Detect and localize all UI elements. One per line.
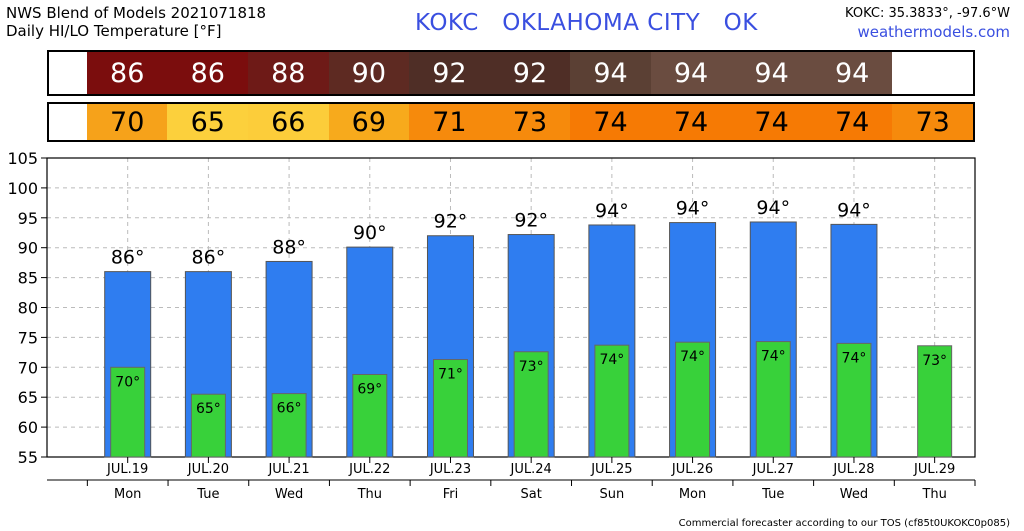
lo-bar: [271, 393, 307, 458]
x-day-label: Wed: [275, 487, 303, 500]
temperature-bar-chart: 55 60 65 70 75 80 85 90 95 100 105 86° 70° 86° 65° 88° 6…: [7, 150, 976, 500]
lo-bar: [110, 366, 146, 458]
lo-cell: 74: [731, 104, 812, 140]
lo-cell: 74: [811, 104, 893, 140]
x-date-label: JUL.24: [510, 462, 552, 477]
lo-bar: [917, 345, 953, 458]
hi-cell: 86: [167, 52, 249, 94]
y-tick-label: 65: [18, 388, 38, 407]
x-day-label: Tue: [761, 487, 784, 500]
x-day-label: Tue: [196, 487, 219, 500]
lo-cell: 71: [409, 104, 490, 140]
x-date-label: JUL.21: [267, 462, 309, 477]
lo-data-label: 66°: [277, 401, 302, 417]
site-link[interactable]: weathermodels.com: [857, 23, 1010, 41]
lo-cell: 74: [570, 104, 651, 140]
hi-data-label: 94°: [837, 199, 871, 221]
lo-data-label: 70°: [115, 374, 140, 390]
station-title: KOKC OKLAHOMA CITY OK: [415, 10, 758, 36]
x-date-label: JUL.27: [752, 462, 794, 477]
hi-cell: 92: [409, 52, 490, 94]
lo-bar: [513, 351, 549, 458]
lo-data-label: 73°: [922, 353, 947, 369]
lo-data-label: 74°: [680, 349, 705, 365]
x-day-label: Fri: [443, 487, 459, 500]
lo-cell: 66: [248, 104, 329, 140]
x-date-label: JUL.25: [590, 462, 632, 477]
y-tick-label: 55: [18, 448, 38, 467]
y-tick-label: 80: [18, 299, 38, 318]
chart-header-left: NWS Blend of Models 2021071818 Daily HI/…: [6, 4, 266, 40]
y-tick-label: 100: [7, 179, 38, 198]
lo-data-label: 74°: [599, 352, 624, 368]
lo-data-label: 69°: [357, 381, 382, 397]
x-day-label: Mon: [679, 487, 706, 500]
lo-cell: 69: [328, 104, 410, 140]
lo-blank: [49, 104, 87, 140]
y-tick-label: 70: [18, 358, 38, 377]
hi-cell: [892, 52, 973, 94]
hi-cell: 94: [570, 52, 651, 94]
y-tick-label: 105: [7, 150, 38, 168]
hi-data-label: 86°: [192, 247, 226, 269]
x-date-label: JUL.22: [348, 462, 390, 477]
hi-data-label: 94°: [676, 198, 710, 220]
lo-data-label: 74°: [761, 349, 786, 365]
hi-data-label: 90°: [353, 222, 387, 244]
lo-cell: 73: [489, 104, 571, 140]
lo-bar: [675, 341, 711, 458]
hi-cell: 94: [811, 52, 893, 94]
lo-bar: [836, 342, 872, 458]
hi-blank: [49, 52, 87, 94]
low-temp-strip: 70 65 66 69 71 73 74 74 74 74 73: [47, 102, 975, 142]
station-coords: KOKC: 35.3833°, -97.6°W: [845, 6, 1010, 21]
lo-data-label: 71°: [438, 367, 463, 383]
hi-cell: 88: [248, 52, 329, 94]
x-date-label: JUL.19: [106, 462, 148, 477]
y-tick-label: 90: [18, 239, 38, 258]
hi-data-label: 92°: [514, 210, 548, 232]
x-day-label: Thu: [357, 487, 382, 500]
x-date-label: JUL.20: [187, 462, 229, 477]
x-day-label: Sat: [521, 487, 542, 500]
y-tick-label: 75: [18, 328, 38, 347]
y-tick-label: 85: [18, 269, 38, 288]
y-tick-label: 95: [18, 209, 38, 228]
x-date-label: JUL.23: [429, 462, 471, 477]
x-day-label: Sun: [600, 487, 625, 500]
model-run-title: NWS Blend of Models 2021071818: [6, 4, 267, 22]
x-date-label: JUL.29: [913, 462, 955, 477]
lo-cell: 73: [892, 104, 973, 140]
hi-data-label: 88°: [272, 236, 306, 258]
chart-subtitle: Daily HI/LO Temperature [°F]: [6, 22, 222, 40]
lo-cell: 70: [86, 104, 168, 140]
high-temp-strip: 86 86 88 90 92 92 94 94 94 94: [47, 50, 975, 96]
hi-data-label: 92°: [434, 211, 468, 233]
x-day-label: Mon: [114, 487, 141, 500]
hi-cell: 94: [731, 52, 812, 94]
x-day-label: Thu: [921, 487, 946, 500]
hi-data-label: 86°: [111, 247, 145, 269]
lo-bar: [352, 373, 388, 458]
x-date-label: JUL.26: [671, 462, 713, 477]
lo-cell: 65: [167, 104, 249, 140]
lo-bar: [755, 341, 791, 458]
footer-note: Commercial forecaster according to our T…: [678, 518, 1010, 529]
x-date-label: JUL.28: [832, 462, 874, 477]
hi-cell: 86: [86, 52, 168, 94]
lo-data-label: 74°: [842, 350, 867, 366]
x-day-label: Wed: [840, 487, 868, 500]
hi-cell: 94: [650, 52, 732, 94]
chart-header-right: KOKC: 35.3833°, -97.6°W weathermodels.co…: [845, 4, 1010, 42]
lo-bar: [190, 393, 226, 458]
hi-data-label: 94°: [756, 197, 790, 219]
lo-data-label: 65°: [196, 401, 221, 417]
lo-data-label: 73°: [519, 359, 544, 375]
hi-data-label: 94°: [595, 200, 629, 222]
y-tick-label: 60: [18, 418, 38, 437]
hi-cell: 90: [328, 52, 410, 94]
lo-cell: 74: [650, 104, 732, 140]
hi-cell: 92: [489, 52, 571, 94]
